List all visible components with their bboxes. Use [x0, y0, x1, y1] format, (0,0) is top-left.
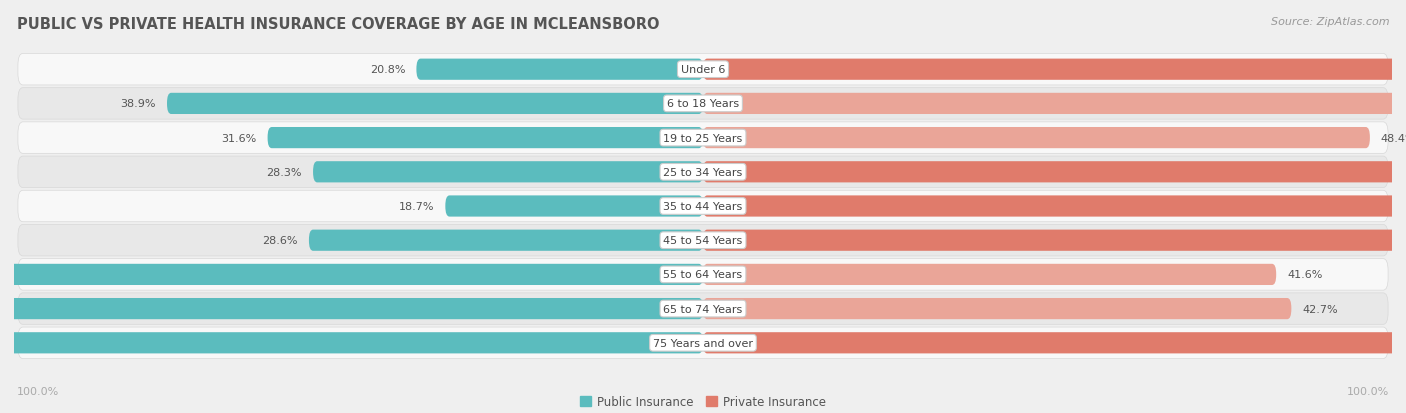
Text: 55 to 64 Years: 55 to 64 Years [664, 270, 742, 280]
FancyBboxPatch shape [167, 94, 703, 115]
Text: 35 to 44 Years: 35 to 44 Years [664, 202, 742, 211]
FancyBboxPatch shape [18, 191, 1388, 222]
Text: 31.6%: 31.6% [221, 133, 256, 143]
Text: 20.8%: 20.8% [370, 65, 405, 75]
Text: 19 to 25 Years: 19 to 25 Years [664, 133, 742, 143]
Text: 6 to 18 Years: 6 to 18 Years [666, 99, 740, 109]
FancyBboxPatch shape [703, 298, 1291, 319]
FancyBboxPatch shape [18, 327, 1388, 358]
Text: 28.3%: 28.3% [267, 167, 302, 177]
FancyBboxPatch shape [18, 293, 1388, 325]
FancyBboxPatch shape [703, 264, 1277, 285]
FancyBboxPatch shape [703, 94, 1406, 115]
FancyBboxPatch shape [703, 230, 1406, 251]
FancyBboxPatch shape [267, 128, 703, 149]
Text: 42.7%: 42.7% [1302, 304, 1339, 314]
FancyBboxPatch shape [416, 59, 703, 81]
Text: 28.6%: 28.6% [263, 236, 298, 246]
Text: Source: ZipAtlas.com: Source: ZipAtlas.com [1271, 17, 1389, 26]
FancyBboxPatch shape [446, 196, 703, 217]
Text: 100.0%: 100.0% [1347, 387, 1389, 396]
FancyBboxPatch shape [703, 196, 1406, 217]
Legend: Public Insurance, Private Insurance: Public Insurance, Private Insurance [579, 395, 827, 408]
Text: 65 to 74 Years: 65 to 74 Years [664, 304, 742, 314]
Text: Under 6: Under 6 [681, 65, 725, 75]
FancyBboxPatch shape [0, 298, 703, 319]
FancyBboxPatch shape [703, 332, 1406, 354]
Text: 25 to 34 Years: 25 to 34 Years [664, 167, 742, 177]
Text: 100.0%: 100.0% [17, 387, 59, 396]
FancyBboxPatch shape [18, 88, 1388, 120]
FancyBboxPatch shape [0, 332, 703, 354]
Text: PUBLIC VS PRIVATE HEALTH INSURANCE COVERAGE BY AGE IN MCLEANSBORO: PUBLIC VS PRIVATE HEALTH INSURANCE COVER… [17, 17, 659, 31]
Text: 18.7%: 18.7% [399, 202, 434, 211]
FancyBboxPatch shape [703, 128, 1369, 149]
FancyBboxPatch shape [703, 162, 1406, 183]
FancyBboxPatch shape [18, 225, 1388, 256]
Text: 45 to 54 Years: 45 to 54 Years [664, 236, 742, 246]
FancyBboxPatch shape [314, 162, 703, 183]
FancyBboxPatch shape [18, 157, 1388, 188]
FancyBboxPatch shape [309, 230, 703, 251]
FancyBboxPatch shape [18, 123, 1388, 154]
Text: 48.4%: 48.4% [1381, 133, 1406, 143]
Text: 38.9%: 38.9% [121, 99, 156, 109]
Text: 75 Years and over: 75 Years and over [652, 338, 754, 348]
FancyBboxPatch shape [18, 259, 1388, 290]
FancyBboxPatch shape [0, 264, 703, 285]
FancyBboxPatch shape [703, 59, 1406, 81]
Text: 41.6%: 41.6% [1288, 270, 1323, 280]
FancyBboxPatch shape [18, 55, 1388, 86]
